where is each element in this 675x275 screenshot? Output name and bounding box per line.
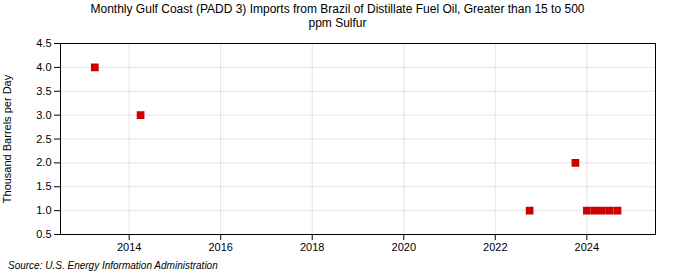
svg-text:4.5: 4.5 [36, 37, 51, 49]
svg-text:2020: 2020 [392, 241, 416, 253]
svg-text:2022: 2022 [483, 241, 507, 253]
svg-text:3.5: 3.5 [36, 85, 51, 97]
svg-text:1.0: 1.0 [36, 204, 51, 216]
svg-text:Thousand Barrels per Day: Thousand Barrels per Day [1, 74, 13, 203]
svg-text:3.0: 3.0 [36, 108, 51, 120]
svg-text:2016: 2016 [208, 241, 232, 253]
svg-text:2.5: 2.5 [36, 132, 51, 144]
svg-text:2.0: 2.0 [36, 156, 51, 168]
svg-text:1.5: 1.5 [36, 180, 51, 192]
svg-text:0.5: 0.5 [36, 228, 51, 240]
svg-text:2024: 2024 [575, 241, 599, 253]
svg-text:2018: 2018 [300, 241, 324, 253]
html-text:Source: U.S. Energy Informatio: Source: U.S. Energy Information Administ… [8, 259, 218, 271]
html-text:Monthly Gulf Coast (PADD 3) Im: Monthly Gulf Coast (PADD 3) Imports from… [90, 2, 585, 31]
svg-text:2014: 2014 [117, 241, 141, 253]
svg-text:4.0: 4.0 [36, 61, 51, 73]
